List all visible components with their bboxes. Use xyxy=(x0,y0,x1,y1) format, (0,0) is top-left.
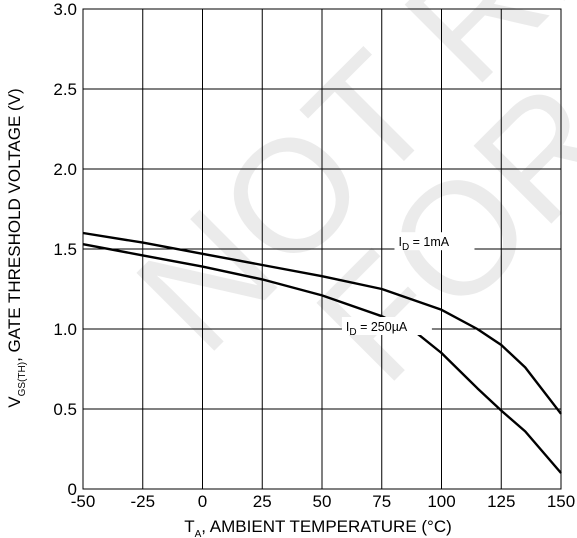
series-line-1 xyxy=(82,231,562,415)
plot-frame xyxy=(82,8,562,490)
y-axis-label: VGS(TH), GATE THRESHOLD VOLTAGE (V) xyxy=(5,88,28,407)
y-tick-label: 1.0 xyxy=(53,320,77,339)
y-tick-label: 3.0 xyxy=(53,0,77,19)
annotation-bg xyxy=(394,232,475,251)
x-tick-label: 0 xyxy=(198,492,207,511)
x-tick-label: 150 xyxy=(547,492,575,511)
watermark: NOT RE FOR xyxy=(102,0,577,414)
y-tick-label: 2.0 xyxy=(53,160,77,179)
y-tick-label: 0.5 xyxy=(53,400,77,419)
x-tick-labels: -50 -25 0 25 50 75 100 125 150 xyxy=(71,492,575,511)
x-tick-label: 50 xyxy=(313,492,332,511)
y-tick-label: 1.5 xyxy=(53,240,77,259)
x-axis-label: TA, AMBIENT TEMPERATURE (°C) xyxy=(184,517,452,538)
x-tick-label: 100 xyxy=(427,492,455,511)
y-tick-label: 0 xyxy=(68,480,77,499)
x-tick-label: 75 xyxy=(372,492,391,511)
series-annotations: ID = 1mA ID = 250µA xyxy=(341,232,475,338)
series-label-2: ID = 250µA xyxy=(346,320,408,338)
x-tick-label: 125 xyxy=(487,492,515,511)
x-tick-label: -50 xyxy=(71,492,96,511)
annotation-bg xyxy=(341,317,432,335)
series-label-1: ID = 1mA xyxy=(398,235,449,253)
y-tick-labels: 0 0.5 1.0 1.5 2.0 2.5 3.0 xyxy=(53,0,77,499)
x-tick-label: 25 xyxy=(253,492,272,511)
x-tick-label: -25 xyxy=(130,492,155,511)
y-tick-label: 2.5 xyxy=(53,80,77,99)
